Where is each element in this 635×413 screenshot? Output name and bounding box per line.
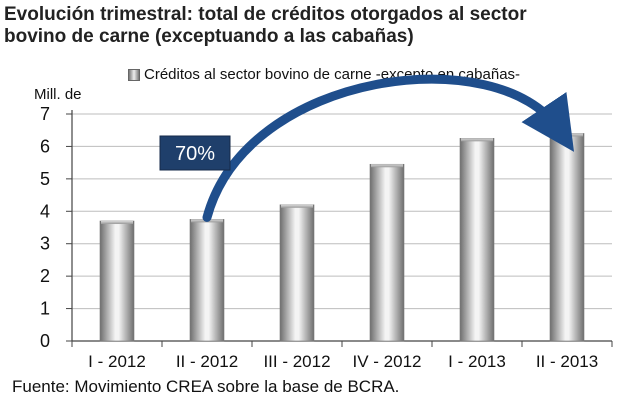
- x-tick-label: I - 2013: [448, 352, 506, 371]
- x-tick-label: III - 2012: [263, 352, 330, 371]
- y-tick-label: 2: [40, 266, 50, 286]
- bar: [369, 163, 405, 342]
- bar-cap: [371, 164, 403, 168]
- bar: [99, 220, 135, 342]
- x-tick-label: IV - 2012: [353, 352, 422, 371]
- x-tick-label: II - 2013: [536, 352, 598, 371]
- bar: [459, 138, 495, 342]
- y-tick-label: 6: [40, 136, 50, 156]
- growth-badge-label: 70%: [175, 143, 215, 165]
- chart-title: Evolución trimestral: total de créditos …: [4, 4, 624, 48]
- chart-title-line1: Evolución trimestral: total de créditos …: [4, 4, 527, 25]
- y-tick-label: 0: [40, 331, 50, 351]
- y-tick-label: 1: [40, 299, 50, 319]
- bar-cap: [101, 221, 133, 225]
- legend-swatch: [128, 68, 140, 81]
- bar-cap: [461, 138, 493, 142]
- bar: [549, 133, 585, 342]
- bar-cap: [551, 133, 583, 137]
- bar-cap: [281, 204, 313, 208]
- y-axis-unit-label: Mill. de: [34, 86, 82, 103]
- y-tick-label: 7: [40, 104, 50, 124]
- chart-title-line2: bovino de carne (exceptuando a las cabañ…: [4, 26, 414, 47]
- x-tick-label: II - 2012: [176, 352, 238, 371]
- y-tick-label: 5: [40, 169, 50, 189]
- growth-arrow: [202, 74, 575, 222]
- y-tick-label: 4: [40, 201, 50, 221]
- bar: [189, 219, 225, 342]
- x-tick-label: I - 2012: [88, 352, 146, 371]
- y-tick-label: 3: [40, 234, 50, 254]
- growth-badge: [159, 135, 231, 171]
- bar: [279, 204, 315, 342]
- source-note: Fuente: Movimiento CREA sobre la base de…: [12, 377, 400, 396]
